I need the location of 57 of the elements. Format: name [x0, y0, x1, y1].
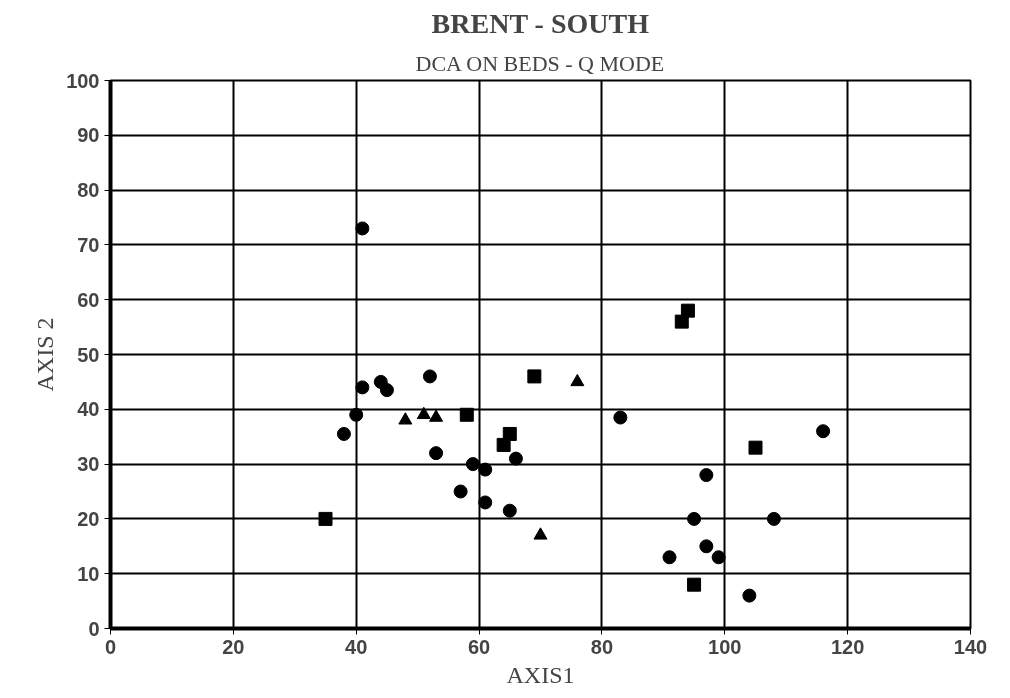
point: [478, 495, 493, 510]
y-tick-label: 0: [88, 617, 100, 640]
x-axis-title: AXIS1: [506, 661, 575, 688]
point: [429, 446, 444, 461]
y-tick-label: 90: [77, 124, 100, 147]
y-tick-label: 60: [77, 288, 100, 311]
point: [699, 468, 714, 483]
x-tick-label: 0: [104, 635, 117, 658]
point: [422, 369, 437, 384]
point: [336, 426, 351, 441]
x-tick-label: 60: [467, 635, 491, 658]
x-tick-label: 40: [345, 635, 368, 658]
y-tick-label: 70: [77, 233, 100, 256]
point: [502, 426, 517, 441]
y-tick-label: 100: [66, 69, 100, 92]
point: [766, 511, 781, 526]
point: [662, 550, 677, 565]
point: [502, 503, 517, 518]
point: [355, 380, 370, 395]
y-tick-label: 10: [77, 562, 100, 585]
point: [748, 440, 763, 455]
y-tick-label: 80: [77, 179, 100, 202]
point: [687, 577, 702, 592]
point: [459, 407, 474, 422]
chart-subtitle: DCA ON BEDS - Q MODE: [415, 50, 665, 76]
point: [453, 484, 468, 499]
point: [355, 221, 370, 236]
point: [687, 511, 702, 526]
y-axis-title: AXIS 2: [32, 317, 59, 392]
x-tick-label: 20: [222, 635, 245, 658]
point: [416, 406, 431, 420]
x-tick-label: 140: [953, 635, 988, 658]
chart-title: BRENT - SOUTH: [431, 7, 650, 39]
point: [508, 451, 523, 466]
point: [570, 373, 585, 387]
x-tick-label: 80: [590, 635, 614, 658]
point: [816, 424, 831, 439]
y-tick-label: 50: [77, 343, 100, 366]
point: [318, 511, 333, 526]
point: [429, 409, 444, 422]
x-tick-label: 120: [830, 635, 865, 658]
point: [699, 539, 714, 554]
y-tick-label: 40: [77, 398, 100, 421]
point: [711, 550, 726, 565]
point: [398, 412, 413, 425]
point: [349, 407, 364, 422]
x-tick-label: 100: [708, 635, 742, 658]
point: [533, 527, 548, 540]
point: [742, 588, 757, 603]
y-tick-label: 30: [77, 453, 100, 476]
point: [527, 369, 542, 384]
point: [465, 457, 480, 472]
point: [680, 303, 695, 318]
point: [379, 383, 394, 398]
point: [613, 410, 628, 425]
y-tick-label: 20: [77, 507, 100, 530]
point: [478, 462, 493, 477]
